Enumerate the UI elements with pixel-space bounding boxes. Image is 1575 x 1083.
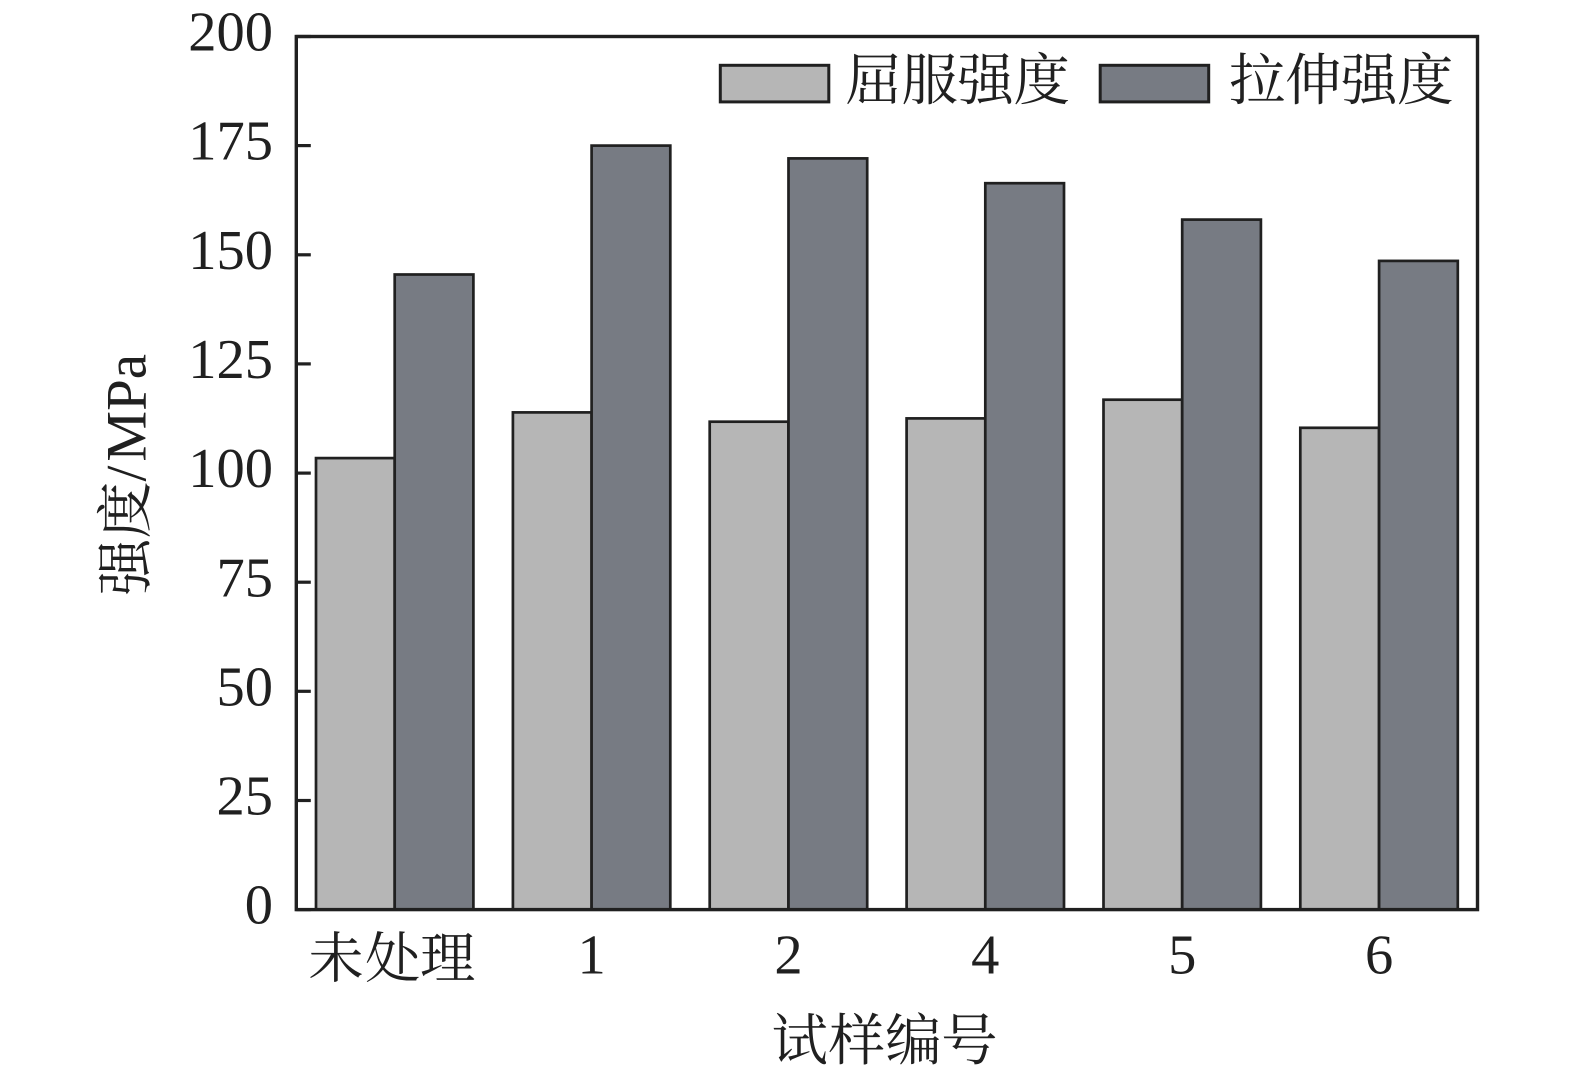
svg-text:/: /: [95, 466, 158, 482]
svg-text:6: 6: [1365, 925, 1393, 987]
svg-text:25: 25: [217, 766, 274, 828]
svg-text:MPa: MPa: [95, 354, 158, 462]
svg-text:75: 75: [217, 547, 274, 609]
svg-text:175: 175: [188, 111, 273, 173]
svg-text:200: 200: [188, 2, 273, 64]
svg-text:50: 50: [217, 656, 274, 718]
svg-text:0: 0: [245, 875, 273, 937]
svg-text:5: 5: [1168, 925, 1196, 987]
svg-text:150: 150: [188, 220, 273, 282]
svg-text:100: 100: [188, 438, 273, 500]
svg-text:2: 2: [774, 925, 802, 987]
svg-text:1: 1: [577, 925, 605, 987]
svg-text:125: 125: [188, 329, 273, 391]
svg-text:4: 4: [971, 925, 999, 987]
